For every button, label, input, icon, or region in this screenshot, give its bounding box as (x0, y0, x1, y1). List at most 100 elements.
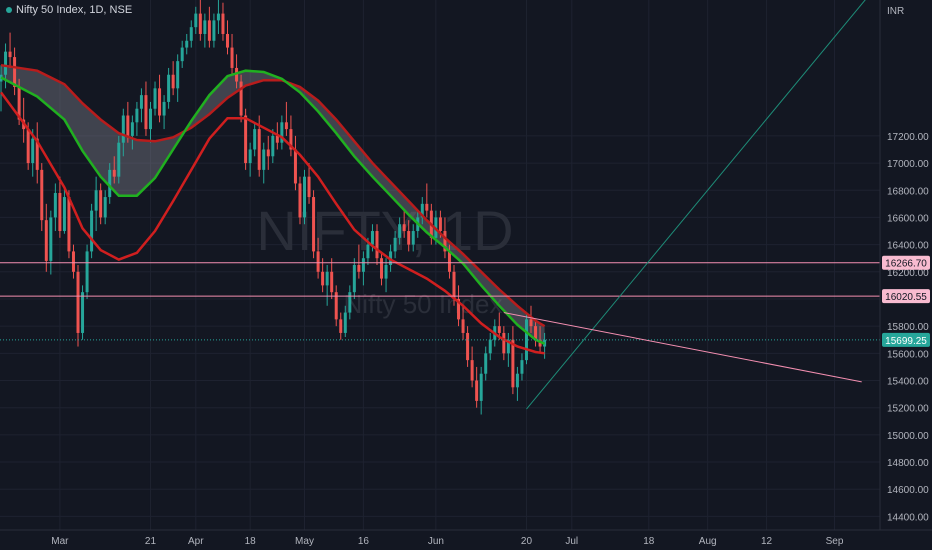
watermark-name: Nifty 50 Index (344, 289, 503, 319)
x-tick-label: Sep (826, 536, 844, 547)
candle (316, 237, 320, 279)
candle (479, 366, 483, 415)
y-tick-label: 16400.00 (887, 241, 929, 252)
candle-body (475, 380, 479, 401)
candle-body (49, 217, 53, 261)
candle-body (185, 40, 189, 48)
candle-body (307, 176, 311, 198)
candle-body (284, 122, 288, 130)
candle (76, 265, 80, 347)
candle (262, 142, 266, 184)
candle-body (443, 231, 447, 252)
x-tick-label: 18 (245, 536, 257, 547)
candle (230, 33, 234, 75)
candle-body (112, 169, 116, 177)
candle-body (343, 312, 347, 333)
candle (99, 183, 103, 225)
level-low-tag: 16020.55 (885, 292, 927, 303)
currency-label: INR (887, 6, 904, 17)
candle-body (447, 251, 451, 272)
candle (348, 285, 352, 320)
candle (312, 190, 316, 259)
candle-body (334, 292, 338, 320)
candle-body (44, 220, 48, 261)
candle (352, 258, 356, 299)
candle (189, 20, 193, 48)
candle (121, 108, 125, 157)
ma-fast-line (0, 91, 545, 355)
candle-body (484, 353, 488, 374)
candle-body (171, 74, 175, 89)
candle-body (420, 203, 424, 218)
candle-body (148, 108, 152, 130)
candle-body (176, 61, 180, 89)
level-low-tag-bg (882, 289, 930, 304)
candle (321, 258, 325, 293)
candle (457, 285, 461, 327)
x-tick-label: 18 (643, 536, 655, 547)
candle-body (298, 183, 302, 218)
candle-body (26, 129, 30, 164)
candle-body (275, 135, 279, 143)
candle-body (370, 231, 374, 245)
candle-body (411, 231, 415, 245)
candle (49, 210, 53, 275)
x-tick-label: 20 (521, 536, 533, 547)
candle-body (402, 224, 406, 232)
candle-body (339, 319, 343, 333)
candles (0, 0, 547, 415)
candle-body (167, 74, 171, 102)
candle-body (216, 13, 220, 21)
candle-body (497, 326, 501, 333)
y-tick-label: 16200.00 (887, 268, 929, 279)
candle-body (316, 251, 320, 272)
candle-body (13, 57, 17, 87)
ma-cloud-band (1, 65, 545, 344)
candle-body (293, 149, 297, 184)
candle (289, 115, 293, 157)
candle-body (4, 51, 8, 75)
candle (357, 244, 361, 279)
candle (284, 101, 288, 136)
candle-body (375, 231, 379, 259)
candle (81, 285, 85, 340)
level-high-tag: 16266.70 (885, 259, 927, 270)
indicator-dot (6, 7, 12, 14)
candle (226, 20, 229, 55)
candle (420, 197, 424, 225)
y-tick-label: 15400.00 (887, 377, 929, 388)
candle-body (479, 373, 483, 401)
candle-body (162, 101, 166, 116)
chart-title: Nifty 50 Index, 1D, NSE (6, 4, 132, 16)
candle-body (348, 292, 352, 313)
y-tick-label: 16800.00 (887, 186, 929, 197)
candle (171, 61, 175, 96)
candle (8, 32, 12, 68)
x-tick-label: Aug (699, 536, 717, 547)
candle (194, 6, 198, 34)
candle (266, 135, 270, 170)
candle-body (189, 27, 193, 41)
candle-body (108, 169, 112, 198)
candle (375, 224, 379, 265)
candle (198, 0, 202, 41)
x-tick-label: Mar (51, 536, 69, 547)
candle (393, 231, 397, 259)
candle-body (538, 339, 542, 347)
candle (407, 220, 411, 252)
candle (85, 244, 89, 299)
candle (303, 169, 307, 225)
candle-body (35, 138, 39, 170)
candle-body (130, 122, 134, 136)
candle (343, 305, 347, 338)
trendline-down (503, 312, 862, 383)
y-tick-label: 15600.00 (887, 349, 929, 360)
candle-body (502, 332, 506, 354)
candle (130, 115, 134, 150)
candle-body (8, 51, 12, 58)
candle-body (312, 197, 316, 252)
candle-body (17, 86, 21, 120)
time-axis-bg (0, 530, 932, 550)
candle (216, 0, 220, 34)
